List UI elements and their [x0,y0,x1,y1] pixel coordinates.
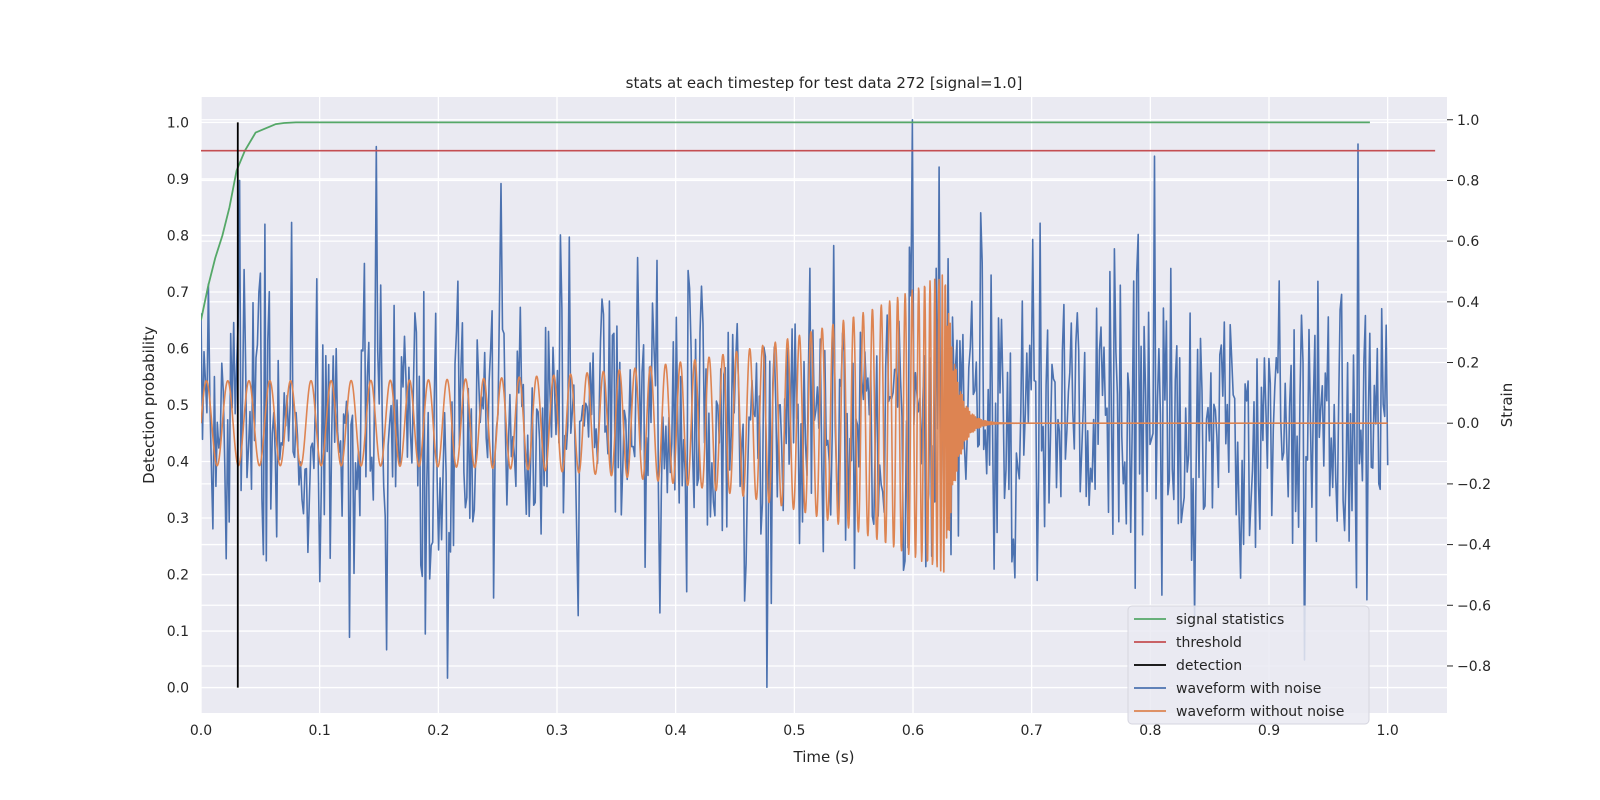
y2-tick-label: 0.2 [1457,356,1479,372]
y2-tick-label: 0.4 [1457,295,1479,311]
legend: signal statistics threshold detection wavef… [1127,605,1370,725]
y2-tick-label: 1.0 [1457,113,1479,129]
legend-entry-label: waveform with noise [1176,681,1321,697]
y-axis-label: Detection probability [140,326,158,484]
x-axis: 0.0 0.1 0.2 0.3 0.4 0.5 0.6 0.7 0.8 0.9 1.0 [190,723,1399,739]
legend-entry-label: threshold [1176,635,1242,651]
x-tick-label: 0.3 [546,723,568,739]
y2-tick-label: −0.4 [1457,538,1491,554]
y2-tick-label: 0.0 [1457,416,1479,432]
x-tick-label: 0.4 [665,723,687,739]
x-tick-label: 0.0 [190,723,212,739]
y-tick-label: 0.3 [167,511,189,527]
y-tick-label: 0.9 [167,172,189,188]
waveform-with-noise-line [201,119,1389,688]
x-tick-label: 0.2 [427,723,449,739]
y2-tick-label: −0.8 [1457,659,1491,675]
legend-entry-label: signal statistics [1176,612,1284,628]
chart-title: stats at each timestep for test data 272… [626,74,1023,92]
y2-tick-label: −0.6 [1457,598,1491,614]
legend-box [1127,605,1370,725]
y-tick-label: 0.4 [167,455,189,471]
y2-axis-label: Strain [1498,383,1516,427]
y2-tick-label: −0.2 [1457,477,1491,493]
y-axis-left: 0.0 0.1 0.2 0.3 0.4 0.5 0.6 0.7 0.8 0.9 1.0 [167,115,189,696]
x-tick-label: 0.5 [783,723,805,739]
y-tick-label: 0.8 [167,228,189,244]
waveform-without-noise-line [201,274,1389,573]
x-tick-label: 0.6 [902,723,924,739]
y-tick-label: 0.6 [167,341,189,357]
y-tick-label: 0.1 [167,624,189,640]
x-tick-label: 0.8 [1139,723,1161,739]
y2-tick-label: 0.6 [1457,234,1479,250]
x-tick-label: 1.0 [1377,723,1399,739]
y-tick-label: 0.0 [167,681,189,697]
y-tick-label: 0.2 [167,568,189,584]
x-tick-label: 0.7 [1021,723,1043,739]
signal-statistics-line [201,121,1370,321]
x-axis-label: Time (s) [793,748,855,766]
y-axis-right: −0.8 −0.6 −0.4 −0.2 0.0 0.2 0.4 0.6 0.8 1.0 [1447,113,1491,675]
x-tick-label: 0.9 [1258,723,1280,739]
y2-tick-label: 0.8 [1457,173,1479,189]
x-tick-label: 0.1 [309,723,331,739]
y-tick-label: 0.5 [167,398,189,414]
series-layer [201,119,1436,688]
y-tick-label: 0.7 [167,285,189,301]
y-tick-label: 1.0 [167,115,189,131]
legend-entry-label: detection [1176,658,1242,674]
legend-entry-label: waveform without noise [1176,704,1344,720]
